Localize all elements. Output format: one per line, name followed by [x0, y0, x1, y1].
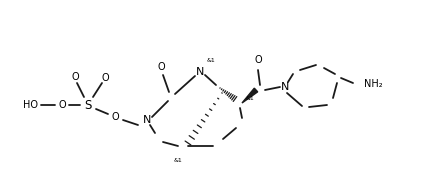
- Text: O: O: [254, 55, 262, 65]
- Text: N: N: [196, 67, 204, 77]
- Text: O: O: [157, 62, 165, 72]
- Text: O: O: [101, 73, 109, 83]
- Text: O: O: [111, 112, 119, 122]
- Polygon shape: [242, 88, 258, 103]
- Text: N: N: [143, 115, 151, 125]
- Text: O: O: [58, 100, 66, 110]
- Text: N: N: [281, 82, 289, 92]
- Text: HO: HO: [23, 100, 38, 110]
- Text: NH₂: NH₂: [364, 79, 383, 89]
- Text: &1: &1: [246, 96, 255, 100]
- Text: &1: &1: [207, 57, 216, 62]
- Text: O: O: [71, 72, 79, 82]
- Text: &1: &1: [174, 157, 182, 163]
- Text: S: S: [84, 99, 92, 111]
